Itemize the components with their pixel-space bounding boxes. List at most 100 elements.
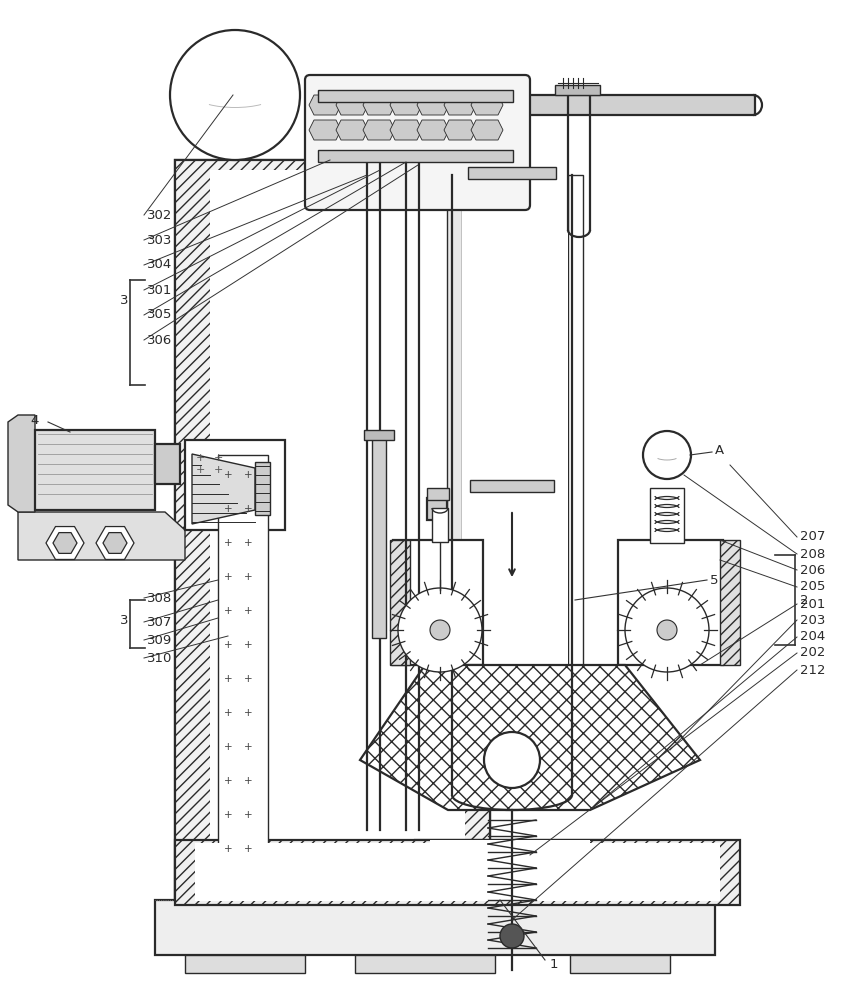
Text: 304: 304 <box>147 258 172 271</box>
Text: 305: 305 <box>147 308 172 322</box>
Polygon shape <box>192 454 255 524</box>
Bar <box>218 455 268 890</box>
Polygon shape <box>444 95 475 115</box>
Circle shape <box>642 431 690 479</box>
Text: +: + <box>213 453 223 463</box>
Circle shape <box>656 620 676 640</box>
Bar <box>317 150 513 162</box>
Text: 4: 4 <box>30 414 38 426</box>
Polygon shape <box>8 415 35 512</box>
Text: 310: 310 <box>147 652 172 664</box>
Bar <box>363 430 393 440</box>
Text: +: + <box>223 538 232 548</box>
Polygon shape <box>360 665 699 810</box>
Bar <box>554 85 600 95</box>
Bar <box>499 95 754 115</box>
Circle shape <box>484 732 539 788</box>
Polygon shape <box>96 527 134 559</box>
Circle shape <box>170 30 299 160</box>
Text: 306: 306 <box>147 334 172 347</box>
Polygon shape <box>175 160 490 910</box>
Text: +: + <box>223 504 232 514</box>
Text: +: + <box>223 844 232 854</box>
Polygon shape <box>18 512 185 560</box>
Text: 207: 207 <box>799 530 824 544</box>
Text: +: + <box>243 810 252 820</box>
Text: +: + <box>223 572 232 582</box>
Text: +: + <box>243 844 252 854</box>
Bar <box>467 167 555 179</box>
Polygon shape <box>719 540 740 665</box>
Polygon shape <box>194 165 479 905</box>
Bar <box>35 430 154 510</box>
Text: 1: 1 <box>549 958 558 971</box>
Bar <box>154 900 714 955</box>
Polygon shape <box>444 120 475 140</box>
Polygon shape <box>175 840 740 905</box>
Bar <box>469 480 554 492</box>
Text: +: + <box>243 504 252 514</box>
Polygon shape <box>175 160 490 910</box>
Text: 3: 3 <box>120 613 128 626</box>
Bar <box>194 843 719 901</box>
FancyBboxPatch shape <box>305 75 530 210</box>
Bar <box>355 955 495 973</box>
Text: 206: 206 <box>799 564 824 576</box>
Polygon shape <box>53 533 77 553</box>
Text: +: + <box>223 810 232 820</box>
Text: +: + <box>223 470 232 480</box>
Text: +: + <box>223 776 232 786</box>
Text: 5: 5 <box>709 574 717 586</box>
Text: +: + <box>223 708 232 718</box>
Bar <box>569 955 670 973</box>
Polygon shape <box>390 95 421 115</box>
Bar <box>430 840 589 895</box>
Text: +: + <box>243 708 252 718</box>
Circle shape <box>430 620 450 640</box>
Text: 2: 2 <box>799 593 808 606</box>
Polygon shape <box>46 527 84 559</box>
Polygon shape <box>309 120 340 140</box>
Text: +: + <box>243 640 252 650</box>
Bar <box>461 175 567 765</box>
Text: +: + <box>213 465 223 475</box>
Polygon shape <box>363 120 395 140</box>
Text: 302: 302 <box>147 209 172 222</box>
Text: 309: 309 <box>147 634 172 646</box>
Text: 308: 308 <box>147 591 172 604</box>
Bar <box>415 840 609 900</box>
Bar <box>432 508 448 542</box>
Text: 301: 301 <box>147 284 172 296</box>
Text: +: + <box>195 453 205 463</box>
Text: +: + <box>243 674 252 684</box>
Bar <box>426 498 446 520</box>
Text: +: + <box>243 572 252 582</box>
Polygon shape <box>390 120 421 140</box>
Polygon shape <box>335 95 368 115</box>
Bar <box>446 175 461 795</box>
Polygon shape <box>471 120 502 140</box>
Circle shape <box>499 924 524 948</box>
Polygon shape <box>471 95 502 115</box>
Text: 204: 204 <box>799 630 824 644</box>
Polygon shape <box>363 95 395 115</box>
Polygon shape <box>255 462 270 515</box>
Bar <box>426 488 449 500</box>
Text: +: + <box>243 538 252 548</box>
Text: +: + <box>223 674 232 684</box>
Bar <box>154 444 180 484</box>
Text: 208: 208 <box>799 548 824 560</box>
Circle shape <box>624 588 708 672</box>
Bar <box>372 438 386 638</box>
Bar <box>392 540 483 665</box>
Text: +: + <box>223 606 232 616</box>
Text: 307: 307 <box>147 615 172 628</box>
Text: 203: 203 <box>799 613 824 626</box>
Polygon shape <box>416 95 449 115</box>
Polygon shape <box>390 540 409 665</box>
Bar <box>185 955 305 973</box>
Polygon shape <box>103 533 127 553</box>
Bar <box>649 488 683 543</box>
Bar <box>185 440 285 530</box>
Text: 205: 205 <box>799 580 824 593</box>
